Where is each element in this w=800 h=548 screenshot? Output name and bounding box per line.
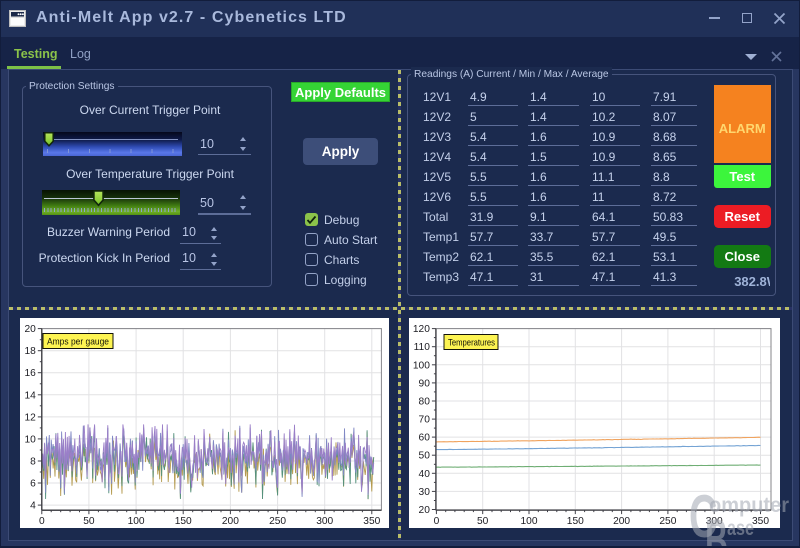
svg-text:8: 8	[30, 457, 36, 468]
svg-text:350: 350	[363, 516, 380, 527]
svg-text:300: 300	[706, 516, 723, 527]
svg-text:150: 150	[175, 516, 192, 527]
svg-text:100: 100	[413, 360, 430, 371]
svg-text:omputer: omputer	[709, 494, 789, 517]
svg-text:50: 50	[419, 451, 431, 462]
svg-text:30: 30	[419, 487, 431, 498]
svg-text:0: 0	[39, 516, 45, 527]
svg-text:60: 60	[419, 433, 431, 444]
svg-text:Temperatures: Temperatures	[448, 337, 495, 348]
svg-text:B: B	[705, 508, 728, 548]
svg-text:20: 20	[419, 505, 431, 516]
svg-text:12: 12	[24, 412, 36, 423]
svg-text:6: 6	[30, 479, 36, 490]
svg-text:250: 250	[659, 516, 676, 527]
svg-text:80: 80	[419, 397, 431, 408]
svg-text:50: 50	[83, 516, 95, 527]
svg-text:150: 150	[567, 516, 584, 527]
svg-text:110: 110	[414, 342, 431, 353]
svg-text:C: C	[689, 483, 718, 548]
svg-text:200: 200	[222, 516, 239, 527]
svg-text:250: 250	[269, 516, 286, 527]
svg-text:50: 50	[477, 516, 489, 527]
svg-text:ase: ase	[727, 517, 754, 540]
svg-text:300: 300	[316, 516, 333, 527]
svg-text:Amps per gauge: Amps per gauge	[47, 336, 109, 347]
svg-text:90: 90	[419, 378, 431, 389]
svg-text:40: 40	[419, 469, 431, 480]
svg-text:18: 18	[24, 346, 36, 357]
svg-text:0: 0	[434, 516, 440, 527]
svg-text:100: 100	[128, 516, 145, 527]
svg-text:200: 200	[613, 516, 630, 527]
svg-text:120: 120	[413, 324, 430, 335]
svg-text:10: 10	[24, 434, 36, 445]
svg-text:16: 16	[24, 368, 36, 379]
svg-text:100: 100	[521, 516, 538, 527]
svg-text:20: 20	[24, 324, 36, 335]
svg-text:14: 14	[24, 390, 36, 401]
svg-text:350: 350	[752, 516, 769, 527]
svg-text:70: 70	[419, 415, 431, 426]
svg-text:4: 4	[30, 501, 36, 512]
